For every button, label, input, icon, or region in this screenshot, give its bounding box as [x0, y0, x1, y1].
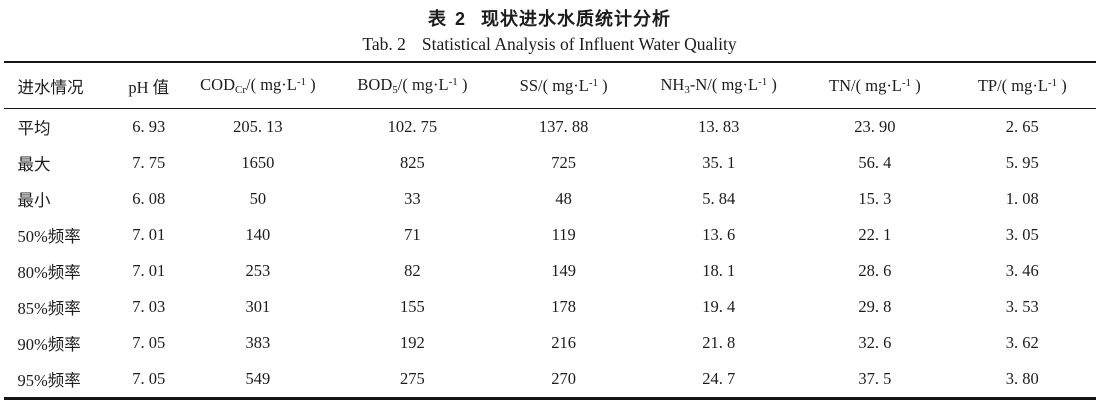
row-label: 50%频率 [17, 227, 81, 246]
cell-cod-cr: 50 [249, 189, 267, 208]
cell-ph: 6. 93 [132, 117, 166, 136]
cell-tp: 3. 62 [1005, 333, 1039, 352]
table-caption-zh-label: 表 2 [427, 9, 467, 29]
table-row: 平均 6. 93 205. 13 102. 75 137. 88 13. 83 23. 90… [4, 109, 1096, 146]
table-header-row: 进水情况 pH 值 CODCr/( mg·L-1 ) BOD5/( mg·L-1 ) S… [3, 62, 1096, 109]
cell-cod-cr: 205. 13 [233, 117, 283, 136]
cell-ph: 7. 01 [132, 261, 166, 280]
row-label: 最小 [17, 191, 51, 210]
cell-ph: 7. 01 [132, 225, 166, 244]
column-header-cod-cr: CODCr/( mg·L-1 ) [181, 62, 335, 109]
table-row: 50%频率 7. 01 140 71 119 13. 6 22. 1 3. 05 [4, 217, 1096, 253]
cell-ss: 178 [551, 297, 577, 316]
column-header-ph: pH 值 [115, 62, 182, 109]
cell-cod-cr: 383 [245, 333, 271, 352]
row-label: 平均 [17, 119, 51, 138]
cell-ss: 119 [551, 225, 576, 244]
cell-ss: 725 [551, 153, 577, 172]
cell-tp: 5. 95 [1005, 153, 1039, 172]
cell-tp: 3. 05 [1005, 225, 1039, 244]
table-row: 最大 7. 75 1650 825 725 35. 1 56. 4 5. 95 [4, 145, 1096, 181]
cell-nh3-n: 5. 84 [702, 189, 736, 208]
column-header-bod5: BOD5/( mg·L-1 ) [334, 62, 491, 109]
column-header-nh3-n: NH3-N/( mg·L-1 ) [636, 62, 801, 109]
cell-bod5: 33 [404, 189, 421, 208]
cell-ph: 7. 05 [132, 333, 166, 352]
table-row: 80%频率 7. 01 253 82 149 18. 1 28. 6 3. 46 [4, 253, 1096, 289]
cell-tn: 29. 8 [858, 297, 892, 316]
cell-cod-cr: 1650 [241, 153, 275, 172]
cell-nh3-n: 21. 8 [702, 333, 736, 352]
table-row: 95%频率 7. 05 549 275 270 24. 7 37. 5 3. 80 [4, 361, 1096, 399]
table-caption-en-text: Statistical Analysis of Influent Water Q… [421, 34, 737, 54]
table-caption-zh-text: 现状进水水质统计分析 [481, 9, 671, 29]
column-header-influent-condition: 进水情况 [3, 62, 116, 109]
table-caption-en-label: Tab. 2 [362, 34, 406, 54]
water-quality-table: 进水情况 pH 值 CODCr/( mg·L-1 ) BOD5/( mg·L-1 ) S… [3, 61, 1096, 400]
cell-tp: 3. 46 [1005, 261, 1039, 280]
cell-nh3-n: 13. 6 [702, 225, 736, 244]
cell-cod-cr: 140 [245, 225, 271, 244]
cell-ph: 6. 08 [132, 189, 166, 208]
cell-tp: 3. 80 [1005, 369, 1039, 388]
cell-tn: 37. 5 [858, 369, 892, 388]
cell-bod5: 71 [404, 225, 421, 244]
cell-nh3-n: 19. 4 [702, 297, 736, 316]
table-row: 90%频率 7. 05 383 192 216 21. 8 32. 6 3. 62 [4, 325, 1096, 361]
cell-tn: 56. 4 [858, 153, 892, 172]
cell-nh3-n: 35. 1 [702, 153, 736, 172]
column-header-tp: TP/( mg·L-1 ) [949, 62, 1096, 109]
cell-tp: 1. 08 [1005, 189, 1039, 208]
cell-bod5: 82 [404, 261, 421, 280]
row-label: 80%频率 [17, 263, 81, 282]
cell-ss: 216 [551, 333, 577, 352]
table-row: 最小 6. 08 50 33 48 5. 84 15. 3 1. 08 [4, 181, 1096, 217]
cell-bod5: 275 [400, 369, 425, 388]
cell-ss: 48 [555, 189, 572, 208]
cell-tp: 2. 65 [1005, 117, 1039, 136]
cell-tn: 23. 90 [854, 117, 896, 136]
cell-tn: 32. 6 [858, 333, 892, 352]
cell-nh3-n: 18. 1 [702, 261, 736, 280]
cell-bod5: 155 [400, 297, 425, 316]
cell-nh3-n: 24. 7 [702, 369, 736, 388]
cell-tn: 22. 1 [858, 225, 892, 244]
table-caption-zh: 表 2 现状进水水质统计分析 [0, 7, 1099, 31]
table-body: 平均 6. 93 205. 13 102. 75 137. 88 13. 83 23. 90… [4, 109, 1096, 399]
cell-ss: 137. 88 [538, 117, 589, 136]
cell-tn: 28. 6 [858, 261, 892, 280]
cell-cod-cr: 301 [245, 297, 271, 316]
cell-ss: 270 [551, 369, 577, 388]
row-label: 95%频率 [17, 371, 81, 390]
column-header-tn: TN/( mg·L-1 ) [800, 62, 950, 109]
table-caption-en: Tab. 2 Statistical Analysis of Influent W… [0, 31, 1099, 58]
row-label: 最大 [17, 155, 51, 174]
cell-bod5: 102. 75 [387, 117, 438, 136]
cell-cod-cr: 549 [245, 369, 271, 388]
cell-cod-cr: 253 [245, 261, 271, 280]
cell-tp: 3. 53 [1005, 297, 1039, 316]
cell-ph: 7. 05 [132, 369, 166, 388]
cell-ph: 7. 03 [132, 297, 166, 316]
column-header-ss: SS/( mg·L-1 ) [490, 62, 637, 109]
cell-nh3-n: 13. 83 [698, 117, 740, 136]
cell-ph: 7. 75 [132, 153, 166, 172]
row-label: 85%频率 [17, 299, 81, 318]
cell-tn: 15. 3 [858, 189, 892, 208]
cell-bod5: 192 [400, 333, 425, 352]
cell-ss: 149 [551, 261, 577, 280]
cell-bod5: 825 [400, 153, 425, 172]
table-row: 85%频率 7. 03 301 155 178 19. 4 29. 8 3. 53 [4, 289, 1096, 325]
row-label: 90%频率 [17, 335, 81, 354]
